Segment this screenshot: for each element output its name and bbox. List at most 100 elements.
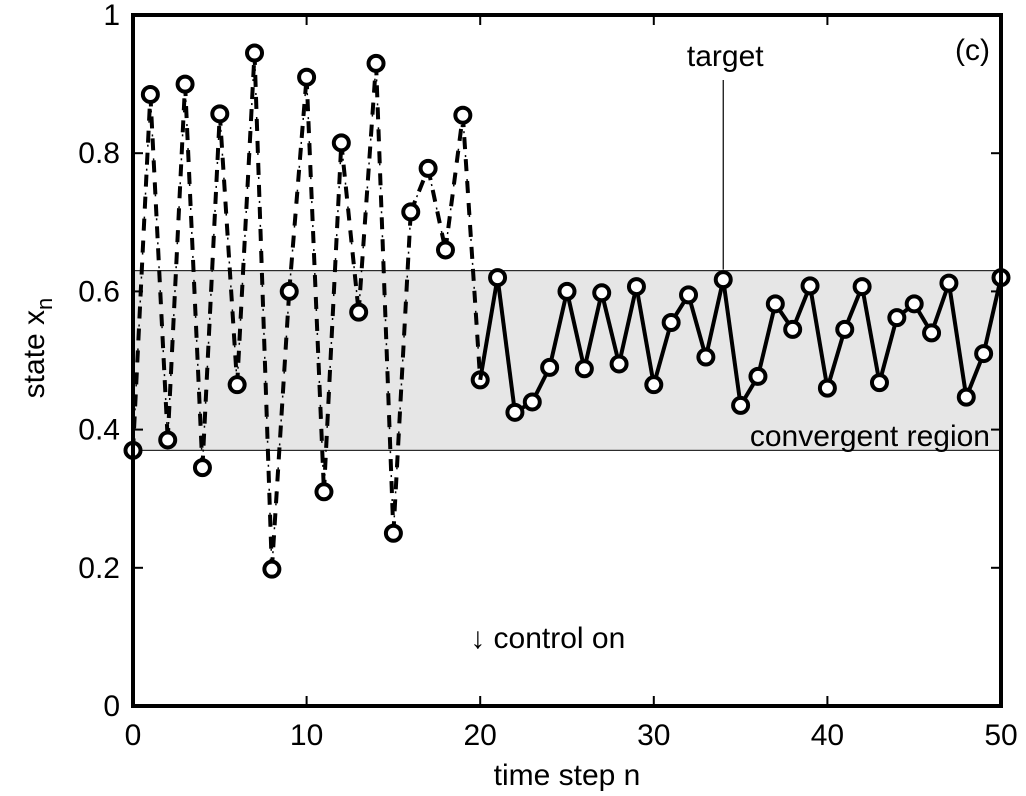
data-point [783,319,803,339]
segment-solid [756,303,778,377]
data-point [297,67,317,87]
segment-solid [946,282,969,398]
segment-dotted [392,211,412,534]
segment-dashed [235,52,257,385]
data-point [349,302,369,322]
segment-dashed [269,291,292,570]
segment-solid [478,277,500,381]
segment-solid [860,286,882,383]
data-point [817,378,837,398]
data-point [262,559,282,579]
data-point [609,354,629,374]
data-point [835,319,855,339]
data-point [331,133,351,153]
data-point [140,84,160,104]
data-point [192,458,212,478]
segment-dashed [131,94,153,451]
data-point [974,344,994,364]
segment-dotted [357,63,377,313]
data-point [210,104,230,124]
x-tick-label: 10 [290,719,323,752]
data-point [626,277,646,297]
segment-dotted [444,115,464,251]
segment-dotted [427,168,447,251]
x-tick-label: 50 [984,719,1017,752]
data-point [574,359,594,379]
data-point [731,395,751,415]
segment-dotted [149,94,169,441]
data-point [557,281,577,301]
segment-solid [617,286,639,365]
x-tick-label: 0 [125,719,142,752]
y-tick-label: 0.4 [78,414,120,447]
target-label: target [687,40,764,73]
x-axis-label: time step n [494,759,641,792]
segment-solid [495,277,517,413]
segment-solid [686,294,708,358]
control-on-label: ↓ control on [470,622,625,655]
segment-solid [703,279,726,358]
segment-solid [808,285,830,389]
segment-dashed [304,77,326,492]
data-point [852,277,872,297]
data-point [522,392,542,412]
x-tick-label: 30 [637,719,670,752]
segment-solid [565,290,587,370]
data-point [765,294,785,314]
segment-solid [634,286,656,386]
y-axis-label-main: state x [18,310,51,398]
y-tick-label: 0 [103,690,120,723]
data-point [158,430,178,450]
data-point [592,283,612,303]
axes-frame [131,13,1003,708]
series-uncontrolled [123,43,490,579]
x-tick-label: 40 [811,719,844,752]
y-axis-label-group: state xn [18,298,57,399]
data-point [245,43,265,63]
segment-dotted [462,115,481,380]
series-controlled [478,268,1011,422]
convergent-region-label: convergent region [750,420,990,453]
x-tick-label: 20 [464,719,497,752]
data-point [713,270,733,290]
data-point [679,285,699,305]
y-tick-label: 0.6 [78,275,120,308]
segment-solid [877,317,899,384]
segment-solid [721,279,743,406]
data-point [435,240,455,260]
segment-dashed [321,142,344,492]
data-point [748,366,768,386]
data-point [696,347,716,367]
data-point [800,276,820,296]
data-point [418,158,438,178]
plot-layer: 0 10 20 30 40 50 0 0.2 0.4 0.6 0.8 1 [78,0,1017,752]
data-point [904,294,924,314]
segment-solid [599,292,622,365]
data-point [505,402,525,422]
segment-solid [825,328,847,389]
segment-dashed [356,63,379,313]
data-point [644,375,664,395]
data-point [279,281,299,301]
data-point [939,273,959,293]
data-point [383,523,403,543]
data-point [453,105,473,125]
segment-dotted [340,142,360,313]
segment-solid [582,292,604,370]
segment-dashed [287,77,309,292]
data-point [887,308,907,328]
data-point [366,53,386,73]
segment-dashed [217,113,240,385]
segment-dashed [200,113,222,468]
segment-dashed [165,84,188,441]
segment-dashed [183,84,205,468]
data-point [661,312,681,332]
y-tick-label: 1 [103,0,120,32]
segment-dashed [426,167,448,251]
data-point [869,373,889,393]
segment-solid [547,290,569,368]
y-axis-label: state xn [18,298,57,399]
data-point [314,482,334,502]
y-tick-label: 0.2 [78,552,120,585]
